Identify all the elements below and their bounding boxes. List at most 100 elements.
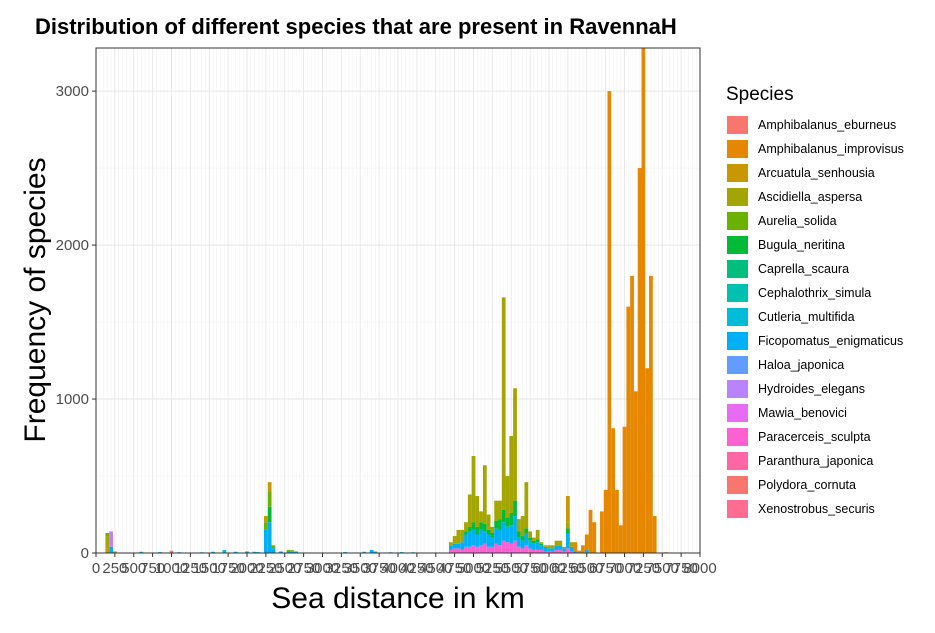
legend: Species Amphibalanus_eburneus Amphibalanu… [726,84,904,518]
x-tick-label: 3000 [306,560,339,577]
legend-label: Ascidiella_aspersa [758,190,862,204]
bar-segment-amphibalanus-eburneus [169,550,174,553]
bar-segment-ficopomatus-enigmaticus [505,526,510,543]
legend-title: Species [726,84,794,105]
bar-segment-ficopomatus-enigmaticus [539,545,544,550]
legend-label: Amphibalanus_eburneus [758,118,896,132]
bar-segment-paracerceis-sculpta [539,549,544,553]
bar-segment-paracerceis-sculpta [501,540,506,553]
bar-segment-ascidiella-aspersa [539,542,544,544]
bar-segment-ascidiella-aspersa [448,542,453,546]
legend-label: Aurelia_solida [758,214,837,228]
bar-segment-ficopomatus-enigmaticus [554,545,559,550]
x-tick-label: 5750 [513,560,546,577]
bar-segment-ficopomatus-enigmaticus [528,540,533,549]
bar-segment-amphibalanus-improvisus [622,426,627,553]
bar-segment-ascidiella-aspersa [494,500,499,521]
bar-segment-ascidiella-aspersa [505,476,510,518]
legend-swatch [727,332,748,350]
legend-swatch [727,404,748,422]
bar-segment-ficopomatus-enigmaticus [573,551,578,553]
bar-segment-ficopomatus-enigmaticus [139,551,144,553]
bar-segment-aurelia-solida [267,491,272,507]
bar-segment-paracerceis-sculpta [550,551,555,553]
bar-segment-bugula-neritina [532,540,536,544]
bar-segment-ficopomatus-enigmaticus [494,528,499,544]
bar-segment-paracerceis-sculpta [452,548,457,553]
legend-label: Haloa_japonica [758,358,844,372]
bar-segment-bugula-neritina [539,543,544,546]
bar-segment-paracerceis-sculpta [569,551,574,553]
legend-swatch [727,284,748,302]
bar-segment-paracerceis-sculpta [448,549,453,553]
bar-segment-ascidiella-aspersa [558,540,563,546]
legend-label: Polydora_cornuta [758,478,856,492]
bar-segment-ficopomatus-enigmaticus [558,545,563,550]
bar-segment-bugula-neritina [486,529,491,535]
bar-segment-ficopomatus-enigmaticus [547,548,551,552]
x-axis-title: Sea distance in km [271,582,524,615]
legend-swatch [727,428,748,446]
legend-label: Amphibalanus_improvisus [758,142,904,156]
x-tick-label: 5250 [476,560,509,577]
bar-segment-paracerceis-sculpta [460,549,465,553]
axes: 0 250500750100012501500175020002250250027… [56,47,717,577]
x-tick-label: 7500 [646,560,679,577]
bar-segment-cutleria-multifida [222,549,227,553]
bar-segment-ficopomatus-enigmaticus [482,531,487,544]
legend-swatch [727,236,748,254]
x-tick-label: 1000 [155,560,188,577]
bar-segment-bugula-neritina [479,522,483,530]
bar-segment-ficopomatus-enigmaticus [290,551,295,553]
bar-segment-ficopomatus-enigmaticus [524,532,529,546]
legend-swatch [727,476,748,494]
bar-segment-paracerceis-sculpta [554,549,559,553]
bar-segment-bugula-neritina [467,526,472,532]
bar-segment-bugula-neritina [565,528,570,533]
bar-segment-ascidiella-aspersa [452,536,457,544]
x-tick-label: 6500 [570,560,603,577]
x-tick-label: 7250 [627,560,660,577]
bar-segment-ascidiella-aspersa [105,536,110,549]
bar-segment-ficopomatus-enigmaticus [267,522,272,553]
x-tick-label: 250 [102,560,127,577]
bar-segment-amphibalanus-improvisus [584,534,589,550]
bar-segment-ficopomatus-enigmaticus [233,551,238,553]
x-tick-label: 5500 [495,560,528,577]
bar-segment-ascidiella-aspersa [550,545,555,549]
bar-segment-ascidiella-aspersa [554,540,559,546]
bar-segment-ascidiella-aspersa [562,546,566,549]
bar-segment-paracerceis-sculpta [505,542,510,553]
bar-segment-bugula-neritina [494,520,499,529]
legend-label: Ficopomatus_enigmaticus [758,334,903,348]
bar-segment-ficopomatus-enigmaticus [467,531,472,547]
x-tick-label: 1500 [193,560,226,577]
x-tick-label: 4250 [400,560,433,577]
bar-segment-aurelia-solida [271,545,276,549]
x-tick-label: 3500 [344,560,377,577]
x-tick-label: 4750 [438,560,471,577]
bar-segment-paracerceis-sculpta [498,545,502,553]
bar-segment-ficopomatus-enigmaticus [532,543,536,550]
bar-segment-ascidiella-aspersa [498,500,502,520]
legend-label: Caprella_scaura [758,262,849,276]
x-tick-label: 6750 [589,560,622,577]
bar-segment-ficopomatus-enigmaticus [562,548,566,552]
x-tick-label: 6000 [532,560,565,577]
bar-segment-arcuatula-senhousia [112,551,117,553]
bar-segment-arcuatula-senhousia [565,496,570,523]
bar-segment-ficopomatus-enigmaticus [452,543,457,549]
bar-segment-ficopomatus-enigmaticus [279,551,283,553]
x-tick-label: 8000 [683,560,716,577]
legend-swatch [727,116,748,134]
legend-swatch [727,380,748,398]
bar-segment-bugula-neritina [524,528,529,533]
bar-segment-ficopomatus-enigmaticus [501,522,506,541]
bar-segment-ascidiella-aspersa [513,388,517,501]
bar-segment-amphibalanus-improvisus [615,489,619,553]
bar-segment-amphibalanus-improvisus [626,306,631,553]
x-tick-label: 500 [121,560,146,577]
bar-segment-amphibalanus-improvisus [592,522,597,553]
bar-segment-ascidiella-aspersa [490,526,495,533]
x-tick-label: 2000 [230,560,263,577]
